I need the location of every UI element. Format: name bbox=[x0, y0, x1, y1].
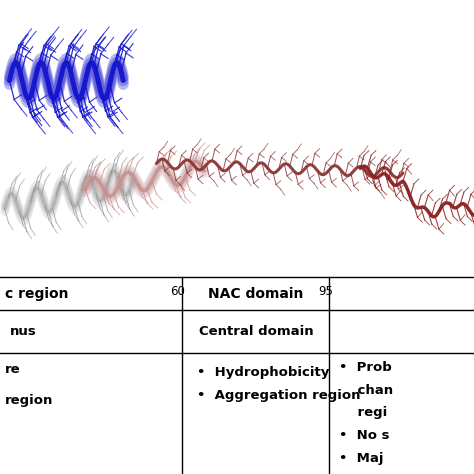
Text: c region: c region bbox=[5, 287, 68, 301]
Text: •  Hydrophobicity: • Hydrophobicity bbox=[197, 365, 329, 379]
Text: 95: 95 bbox=[318, 285, 333, 298]
Text: Central domain: Central domain bbox=[199, 325, 313, 338]
Text: 60: 60 bbox=[170, 285, 185, 298]
Text: NAC domain: NAC domain bbox=[208, 287, 304, 301]
Text: chan: chan bbox=[339, 383, 393, 397]
Text: •  No s: • No s bbox=[339, 429, 390, 442]
Text: nus: nus bbox=[9, 325, 36, 338]
Text: •  Prob: • Prob bbox=[339, 361, 392, 374]
Text: •  Aggregation region: • Aggregation region bbox=[197, 389, 360, 402]
Text: re: re bbox=[5, 363, 20, 376]
Text: •  Maj: • Maj bbox=[339, 452, 383, 465]
Text: regi: regi bbox=[339, 406, 387, 419]
Text: region: region bbox=[5, 394, 53, 407]
